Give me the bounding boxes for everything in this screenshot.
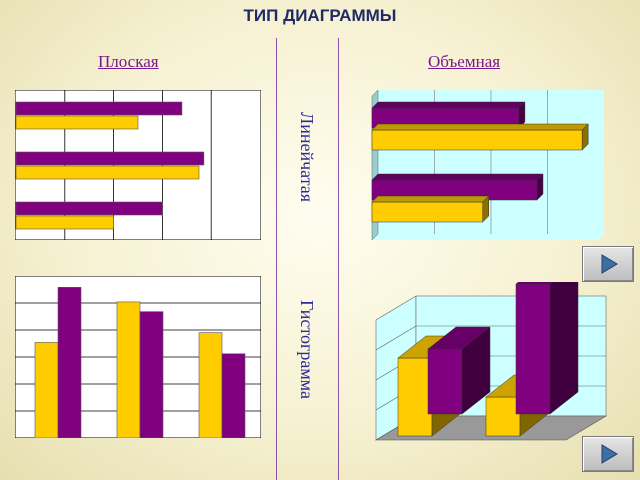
bar-series-1 — [15, 201, 163, 216]
next-button-bottom[interactable] — [582, 436, 634, 472]
bar-series-1 — [15, 151, 205, 166]
column-series-2 — [57, 287, 82, 438]
play-triangle-icon — [601, 254, 618, 274]
page-title: ТИП ДИАГРАММЫ — [243, 6, 397, 25]
volume-bar-chart — [371, 89, 604, 241]
gridline — [375, 325, 417, 351]
flat-column-chart — [15, 276, 261, 438]
column-series-1 — [116, 301, 141, 438]
column-series-2 — [485, 396, 521, 437]
divider-right — [338, 38, 339, 480]
column-series-1 — [198, 332, 223, 438]
column-side — [461, 326, 491, 415]
bar-top — [371, 173, 544, 181]
divider-left — [276, 38, 277, 480]
row-label-bar: Линейчатая — [297, 112, 317, 203]
column-series-2 — [397, 357, 433, 437]
bar-top — [371, 101, 526, 109]
column-series-2 — [139, 311, 164, 438]
volume-column-chart — [374, 282, 608, 441]
bar-side — [536, 173, 544, 201]
column-side — [549, 282, 579, 415]
bar-top — [371, 195, 490, 203]
column-series-2 — [221, 353, 246, 438]
play-triangle-icon — [601, 444, 618, 464]
bar-series-2 — [15, 115, 139, 130]
bar-series-2 — [15, 165, 200, 180]
column-series-1 — [515, 283, 551, 415]
bar-side — [482, 195, 489, 223]
column-top — [515, 282, 553, 285]
flat-bar-chart — [15, 90, 261, 240]
flat-link[interactable]: Плоская — [98, 52, 159, 71]
column-series-1 — [34, 342, 59, 438]
bar-series-2 — [371, 201, 483, 223]
bar-series-2 — [15, 215, 114, 230]
bar-side — [581, 123, 589, 151]
column-series-1 — [427, 348, 463, 415]
next-button-top[interactable] — [582, 246, 634, 282]
row-label-column: Гистограмма — [297, 300, 317, 399]
bar-series-1 — [15, 101, 183, 116]
bar-series-2 — [371, 129, 583, 151]
bar-side — [518, 101, 526, 129]
bar-top — [371, 123, 589, 131]
volume-link[interactable]: Объемная — [428, 52, 501, 71]
